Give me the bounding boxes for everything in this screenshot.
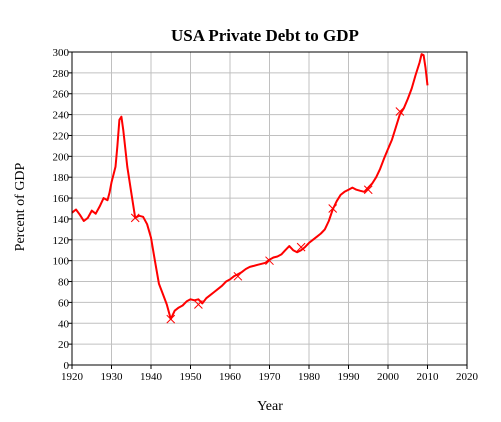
x-tick-label: 1940: [140, 371, 163, 383]
series-line-layer: [71, 53, 429, 321]
y-tick-label: 180: [53, 172, 70, 184]
y-axis-ticks: 0 20 40 60 80 100 120 140 160 180 200 220 240 260 280 3…: [53, 47, 72, 372]
y-tick-label: 160: [53, 193, 70, 205]
y-tick-label: 60: [58, 297, 70, 309]
x-tick-label: 1990: [338, 371, 361, 383]
data-point-marker: [265, 256, 274, 266]
y-tick-label: 300: [53, 47, 70, 59]
data-point-marker: [328, 204, 338, 213]
y-tick-label: 260: [53, 89, 70, 101]
x-tick-label: 1920: [61, 371, 84, 383]
x-axis-ticks: 1920 1930 1940 1950 1960 1970 1980 1990 2000 2010…: [61, 365, 479, 383]
y-tick-label: 120: [53, 235, 70, 247]
series-line: [71, 53, 429, 321]
data-point-marker: [363, 185, 373, 195]
y-tick-label: 280: [53, 68, 70, 80]
data-point-marker: [233, 271, 243, 281]
x-axis-label: Year: [257, 399, 283, 414]
x-tick-label: 1950: [180, 371, 203, 383]
data-point-marker: [194, 300, 203, 309]
marker-layer: [130, 107, 405, 324]
x-tick-label: 1970: [259, 371, 282, 383]
chart-title: USA Private Debt to GDP: [171, 26, 359, 45]
x-tick-label: 2000: [377, 371, 400, 383]
y-tick-label: 240: [53, 110, 70, 122]
y-tick-label: 0: [64, 360, 70, 372]
data-point-marker: [130, 213, 140, 223]
y-tick-label: 20: [58, 339, 70, 351]
y-tick-label: 200: [53, 151, 70, 163]
y-axis-label: Percent of GDP: [13, 162, 28, 251]
x-tick-label: 1980: [298, 371, 321, 383]
x-tick-label: 2020: [456, 371, 479, 383]
data-point-marker: [166, 314, 176, 324]
x-tick-label: 2010: [417, 371, 440, 383]
y-tick-label: 40: [58, 318, 70, 330]
data-point-marker: [296, 242, 306, 252]
x-tick-label: 1960: [219, 371, 242, 383]
y-tick-label: 220: [53, 130, 70, 142]
x-tick-label: 1930: [101, 371, 124, 383]
data-point-marker: [395, 107, 405, 116]
y-tick-label: 80: [58, 277, 70, 289]
y-tick-label: 100: [53, 256, 70, 268]
y-tick-label: 140: [53, 214, 70, 226]
